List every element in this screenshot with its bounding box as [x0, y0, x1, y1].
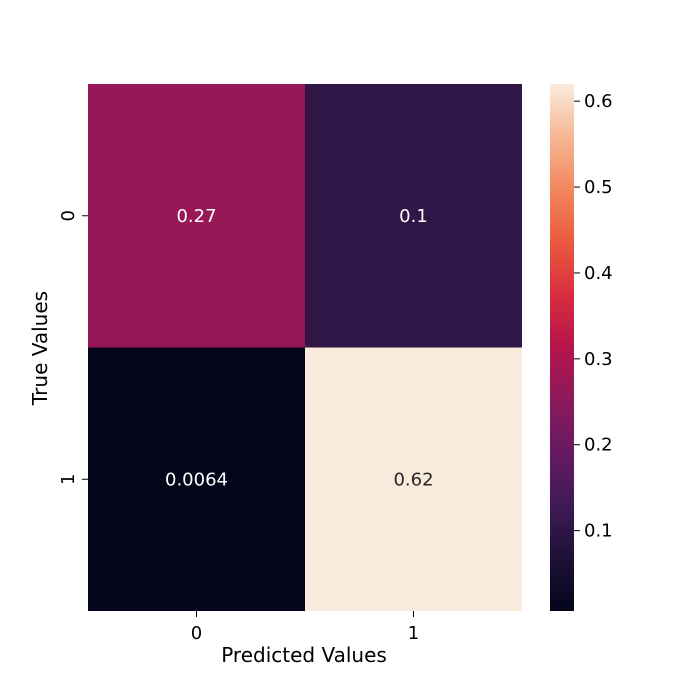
y-axis-title: True Values [28, 291, 52, 406]
colorbar-ticks: 0.1 0.2 0.3 0.4 0.5 0.6 [574, 91, 613, 542]
colorbar-tick-label: 0.1 [584, 521, 613, 542]
heatmap-cell [305, 84, 522, 348]
heatmap-cell [88, 347, 305, 611]
x-tick-label: 1 [408, 623, 419, 644]
heatmap-cell [88, 84, 305, 348]
colorbar-tick-label: 0.4 [584, 263, 613, 284]
y-tick-label: 0 [58, 210, 79, 221]
cell-value-label: 0.27 [176, 206, 216, 227]
x-axis-title: Predicted Values [221, 643, 387, 667]
heatmap-cell [305, 347, 522, 611]
y-tick-label: 1 [58, 474, 79, 485]
colorbar-tick-label: 0.2 [584, 435, 613, 456]
heatmap-cell-labels: 0.27 0.1 0.0064 0.62 [165, 206, 434, 491]
cell-value-label: 0.62 [393, 469, 433, 490]
colorbar [550, 84, 574, 611]
colorbar-tick-label: 0.3 [584, 349, 613, 370]
colorbar-tick-label: 0.6 [584, 91, 613, 112]
cell-value-label: 0.1 [399, 206, 428, 227]
x-tick-label: 0 [191, 623, 202, 644]
y-axis-ticks: 01 [58, 210, 88, 485]
cell-value-label: 0.0064 [165, 469, 228, 490]
heatmap-cells [88, 84, 522, 611]
colorbar-tick-label: 0.5 [584, 177, 613, 198]
